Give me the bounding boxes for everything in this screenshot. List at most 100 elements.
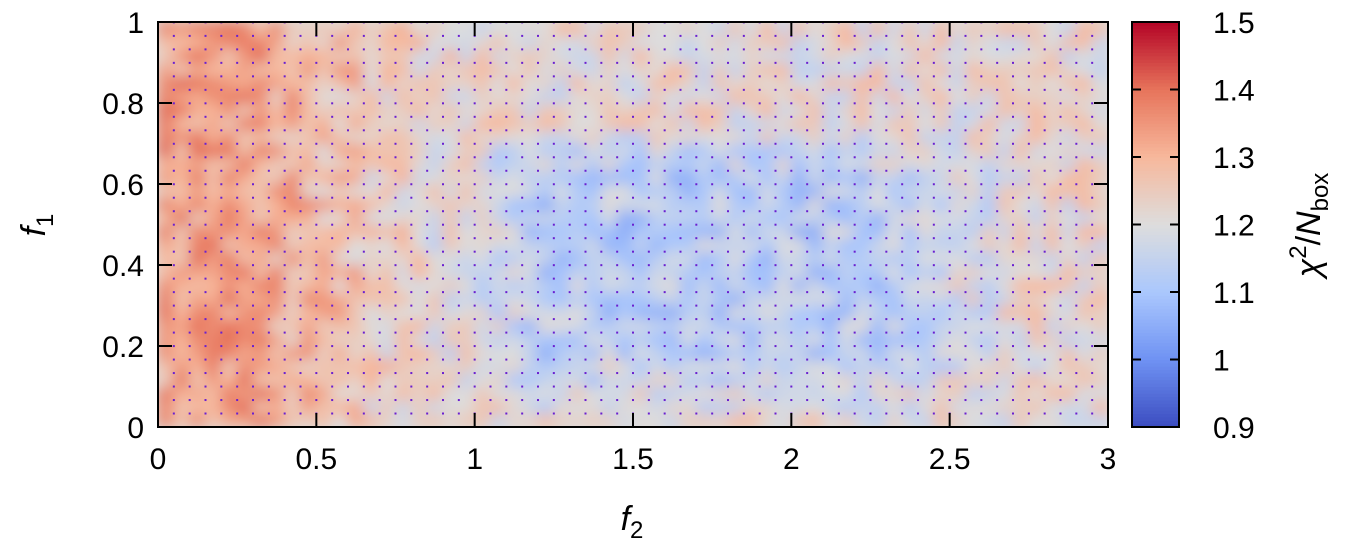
sample-point	[600, 331, 603, 334]
heatmap-cell	[869, 331, 887, 347]
sample-point	[600, 61, 603, 64]
sample-point	[1043, 399, 1046, 402]
colorbar-band	[1132, 78, 1179, 84]
sample-point	[473, 115, 476, 118]
heatmap-cell	[917, 223, 935, 239]
heatmap-cell	[426, 22, 444, 37]
sample-point	[394, 196, 397, 199]
sample-point	[584, 102, 587, 105]
sample-point	[410, 358, 413, 361]
heatmap-cell	[759, 318, 777, 334]
heatmap-cell	[933, 48, 951, 64]
sample-point	[996, 250, 999, 253]
heatmap-cell	[1059, 331, 1077, 347]
heatmap-cell	[996, 102, 1014, 118]
heatmap-cell	[869, 372, 887, 388]
heatmap-cell	[838, 48, 856, 64]
heatmap-cell	[727, 399, 745, 415]
sample-point	[410, 196, 413, 199]
heatmap-cell	[537, 237, 555, 253]
heatmap-cell	[695, 169, 713, 185]
heatmap-cell	[426, 102, 444, 118]
sample-point	[172, 75, 175, 78]
sample-point	[1027, 48, 1030, 51]
heatmap-cell	[822, 358, 840, 374]
colorbar-band	[1132, 102, 1179, 107]
heatmap-cell	[600, 358, 618, 374]
heatmap-cell	[173, 183, 191, 199]
colorbar-band	[1132, 332, 1179, 337]
sample-point	[917, 237, 919, 240]
sample-point	[188, 372, 191, 375]
sample-point	[1027, 264, 1030, 267]
sample-point	[457, 331, 460, 334]
heatmap-cell	[869, 196, 887, 212]
heatmap-cell	[220, 196, 238, 212]
heatmap-cell	[458, 102, 476, 118]
heatmap-cell	[204, 250, 222, 266]
heatmap-cell	[711, 22, 729, 37]
sample-point	[837, 264, 840, 267]
heatmap-cell	[204, 88, 222, 104]
sample-point	[568, 331, 571, 334]
heatmap-cell	[806, 237, 824, 253]
heatmap-cell	[1091, 22, 1108, 37]
sample-point	[394, 183, 397, 186]
heatmap-cell	[379, 169, 397, 185]
sample-point	[932, 250, 935, 253]
sample-point	[347, 196, 349, 199]
heatmap-cell	[315, 115, 333, 131]
sample-point	[727, 331, 729, 334]
heatmap-cell	[553, 345, 571, 361]
heatmap-cell	[869, 345, 887, 361]
sample-point	[505, 250, 508, 253]
heatmap-cell	[331, 210, 349, 226]
heatmap-cell	[854, 277, 872, 293]
sample-point	[822, 304, 824, 307]
sample-point	[315, 223, 318, 226]
heatmap-cell	[236, 372, 254, 388]
heatmap-cell	[695, 237, 713, 253]
heatmap-cell	[220, 345, 238, 361]
heatmap-cell	[822, 291, 840, 307]
sample-point	[853, 304, 856, 307]
heatmap-cell	[1059, 345, 1077, 361]
sample-point	[742, 210, 745, 213]
heatmap-cell	[1059, 129, 1077, 145]
heatmap-cell	[774, 399, 792, 415]
sample-point	[236, 48, 239, 51]
heatmap-cell	[363, 22, 381, 37]
sample-point	[806, 156, 809, 159]
sample-point	[758, 169, 761, 172]
sample-point	[600, 75, 603, 78]
sample-point	[442, 129, 444, 132]
heatmap-cell	[521, 22, 539, 37]
sample-point	[774, 399, 777, 402]
sample-point	[806, 61, 809, 64]
heatmap-cell	[949, 22, 967, 37]
sample-point	[521, 183, 524, 186]
heatmap-cell	[774, 304, 792, 320]
sample-point	[1075, 210, 1078, 213]
heatmap-cell	[1028, 304, 1046, 320]
sample-point	[505, 264, 508, 267]
heatmap-cell	[410, 183, 428, 199]
sample-point	[584, 277, 587, 280]
sample-point	[679, 264, 682, 267]
heatmap-cell	[474, 142, 492, 158]
sample-point	[885, 345, 888, 348]
sample-point	[853, 129, 856, 132]
sample-point	[1027, 250, 1030, 253]
heatmap-cell	[173, 237, 191, 253]
heatmap-cell	[711, 237, 729, 253]
heatmap-cell	[505, 102, 523, 118]
sample-point	[568, 115, 571, 118]
heatmap-cell	[996, 358, 1014, 374]
heatmap-cell	[996, 183, 1014, 199]
sample-point	[774, 237, 777, 240]
sample-point	[901, 61, 904, 64]
sample-point	[711, 102, 714, 105]
sample-point	[378, 345, 381, 348]
heatmap-cell	[1075, 102, 1093, 118]
heatmap-cell	[204, 331, 222, 347]
